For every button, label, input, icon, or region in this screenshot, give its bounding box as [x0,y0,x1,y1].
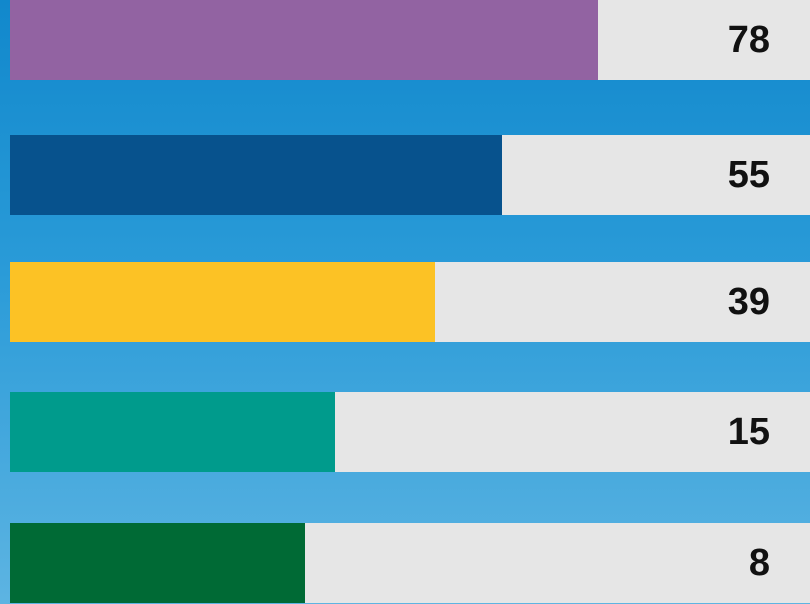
bar-row: 78 [10,0,810,80]
bar-value-label: 15 [727,410,770,453]
bar [10,523,305,603]
bar-row: 15 [10,392,810,472]
bar-row: 55 [10,135,810,215]
bar-value-label: 55 [727,153,770,196]
bar-row: 8 [10,523,810,603]
bar-value-label: 78 [727,18,770,61]
bar-value-label: 8 [748,541,770,584]
bar [10,262,435,342]
bar [10,392,335,472]
bar-row: 39 [10,262,810,342]
bar [10,135,502,215]
bar [10,0,598,80]
bar-value-label: 39 [727,280,770,323]
